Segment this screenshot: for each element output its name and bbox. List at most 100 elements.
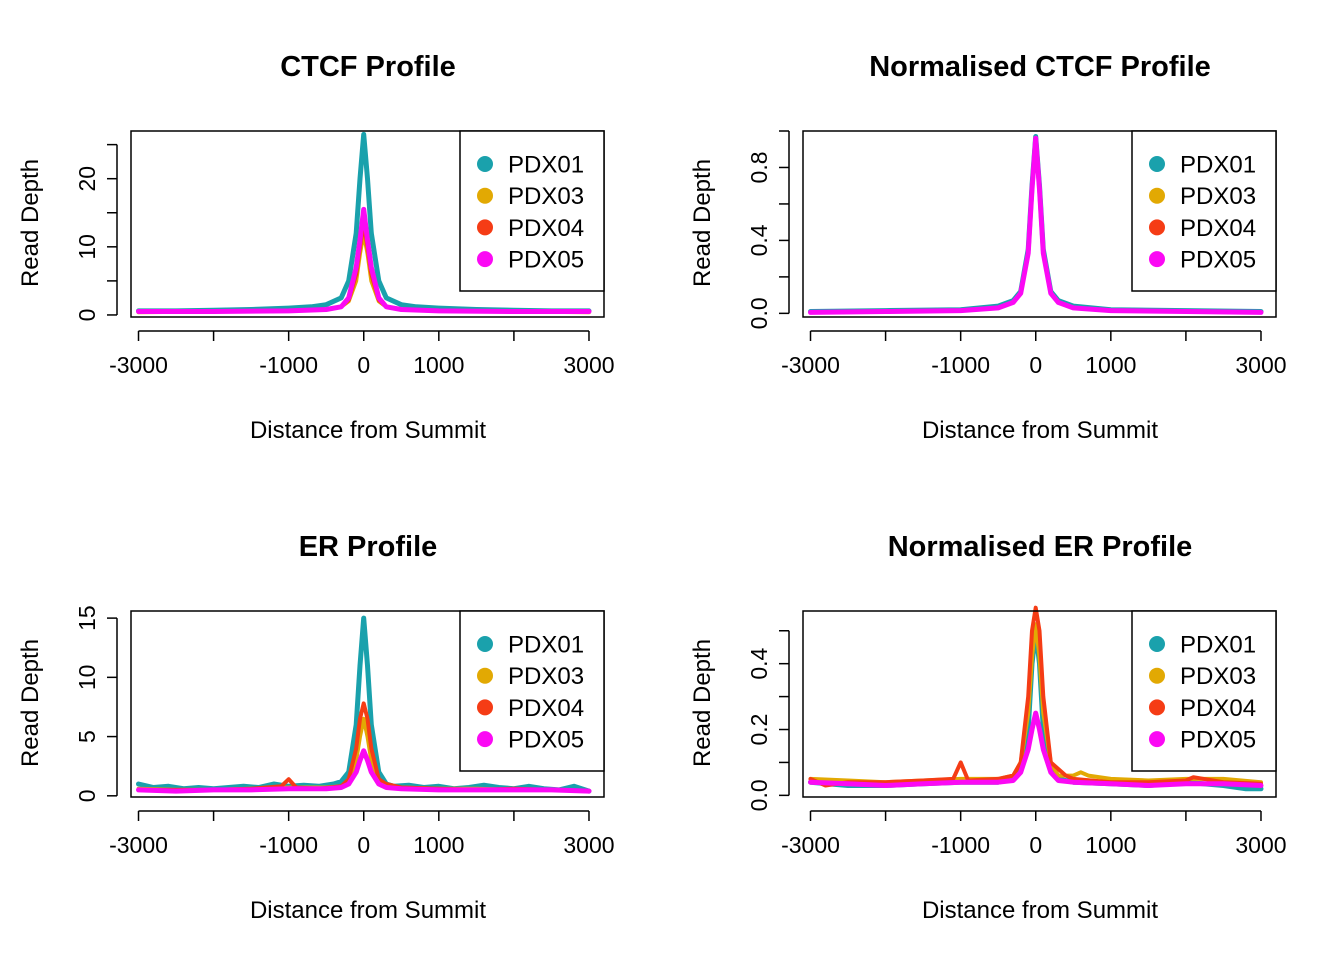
x-tick-label: -1000 xyxy=(259,352,318,378)
x-tick-label: -3000 xyxy=(781,352,840,378)
legend-label: PDX04 xyxy=(1180,215,1256,242)
panel-normalised-er-profile: Normalised ER Profile Distance from Summ… xyxy=(689,531,1287,924)
series-lines xyxy=(136,615,592,794)
series-line-pdx04 xyxy=(808,605,1263,788)
y-axis-label: Read Depth xyxy=(17,159,44,287)
x-axis-label: Distance from Summit xyxy=(250,897,486,924)
y-axis xyxy=(107,143,118,316)
x-tick-label: 3000 xyxy=(563,352,614,378)
y-axis-label: Read Depth xyxy=(689,639,716,767)
legend-label: PDX01 xyxy=(1180,632,1256,659)
y-tick-label: 0.0 xyxy=(746,297,772,329)
legend-marker-pdx01 xyxy=(1149,636,1165,652)
y-axis xyxy=(779,630,790,797)
y-tick-label: 5 xyxy=(74,730,100,743)
x-tick-label: 0 xyxy=(1029,832,1042,858)
legend-label: PDX01 xyxy=(1180,152,1256,179)
x-tick-label: -1000 xyxy=(931,352,990,378)
y-tick-label: 0.8 xyxy=(746,151,772,183)
x-tick-label: 1000 xyxy=(413,352,464,378)
y-tick-label: 0.2 xyxy=(746,714,772,746)
y-axis-label: Read Depth xyxy=(689,159,716,287)
x-axis xyxy=(137,330,590,341)
y-tick-label: 20 xyxy=(74,166,100,192)
legend-label: PDX03 xyxy=(1180,183,1256,210)
y-tick-label: 0 xyxy=(74,309,100,322)
x-tick-labels: -3000 -1000 0 1000 3000 xyxy=(109,352,614,378)
x-tick-label: -3000 xyxy=(109,832,168,858)
y-tick-label: 0.4 xyxy=(746,224,772,256)
legend-marker-pdx05 xyxy=(477,251,493,268)
legend-marker-pdx05 xyxy=(1149,731,1165,748)
legend-label: PDX04 xyxy=(508,215,584,242)
x-tick-label: -3000 xyxy=(781,832,840,858)
y-tick-labels: 0 10 20 xyxy=(74,166,100,321)
legend-label: PDX05 xyxy=(1180,247,1256,274)
y-tick-label: 0 xyxy=(74,789,100,802)
panel-normalised-ctcf-profile: Normalised CTCF Profile Distance from Su… xyxy=(689,51,1287,444)
series-line-pdx05 xyxy=(136,748,592,794)
legend-marker-pdx04 xyxy=(1149,699,1165,716)
x-tick-labels: -3000 -1000 0 1000 3000 xyxy=(781,352,1286,378)
x-axis xyxy=(809,330,1262,341)
x-tick-label: 1000 xyxy=(1085,832,1136,858)
legend-marker-pdx04 xyxy=(477,699,493,716)
legend-marker-pdx03 xyxy=(477,667,493,684)
legend-label: PDX03 xyxy=(508,183,584,210)
legend: PDX01 PDX03 PDX04 PDX05 xyxy=(1131,130,1277,292)
legend-marker-pdx01 xyxy=(477,156,493,172)
x-tick-label: -1000 xyxy=(931,832,990,858)
legend: PDX01 PDX03 PDX04 PDX05 xyxy=(459,610,605,772)
legend-label: PDX04 xyxy=(1180,695,1256,722)
y-tick-label: 0.4 xyxy=(746,647,772,679)
x-axis-label: Distance from Summit xyxy=(250,417,486,444)
y-tick-label: 10 xyxy=(74,665,100,691)
x-tick-label: 3000 xyxy=(1235,352,1286,378)
x-tick-label: 0 xyxy=(357,352,370,378)
y-tick-labels: 0.0 0.2 0.4 xyxy=(746,647,772,811)
x-tick-label: 3000 xyxy=(1235,832,1286,858)
x-tick-label: 0 xyxy=(1029,352,1042,378)
x-tick-label: 0 xyxy=(357,832,370,858)
legend-marker-pdx01 xyxy=(1149,156,1165,172)
x-tick-label: 3000 xyxy=(563,832,614,858)
legend-marker-pdx04 xyxy=(477,219,493,236)
legend-marker-pdx01 xyxy=(477,636,493,652)
x-axis-label: Distance from Summit xyxy=(922,897,1158,924)
legend-label: PDX01 xyxy=(508,632,584,659)
series-line-pdx05 xyxy=(808,710,1264,788)
series-line-pdx05 xyxy=(136,206,592,314)
series-lines xyxy=(808,605,1264,792)
legend: PDX01 PDX03 PDX04 PDX05 xyxy=(1131,610,1277,772)
legend-label: PDX03 xyxy=(508,663,584,690)
series-lines xyxy=(808,134,1264,315)
y-tick-label: 15 xyxy=(74,605,100,631)
x-tick-label: 1000 xyxy=(1085,352,1136,378)
legend-label: PDX04 xyxy=(508,695,584,722)
y-tick-labels: 0 5 10 15 xyxy=(74,605,100,802)
x-tick-label: -1000 xyxy=(259,832,318,858)
panel-title: Normalised ER Profile xyxy=(888,531,1193,563)
panel-er-profile: ER Profile Distance from Summit Read Dep… xyxy=(17,531,615,924)
y-axis-label: Read Depth xyxy=(17,639,44,767)
y-tick-label: 10 xyxy=(74,234,100,260)
legend-marker-pdx03 xyxy=(477,187,493,204)
x-axis xyxy=(137,810,590,821)
legend-marker-pdx03 xyxy=(1149,667,1165,684)
x-axis-label: Distance from Summit xyxy=(922,417,1158,444)
panel-title: ER Profile xyxy=(299,531,438,563)
y-axis xyxy=(779,130,790,315)
legend-label: PDX05 xyxy=(1180,727,1256,754)
legend-label: PDX03 xyxy=(1180,663,1256,690)
legend-marker-pdx04 xyxy=(1149,219,1165,236)
panel-title: Normalised CTCF Profile xyxy=(869,51,1211,83)
y-tick-labels: 0.0 0.4 0.8 xyxy=(746,151,772,329)
legend: PDX01 PDX03 PDX04 PDX05 xyxy=(459,130,605,292)
legend-label: PDX01 xyxy=(508,152,584,179)
x-tick-labels: -3000 -1000 0 1000 3000 xyxy=(781,832,1286,858)
panel-title: CTCF Profile xyxy=(280,51,456,83)
panel-ctcf-profile: CTCF Profile Distance from Summit Read D… xyxy=(17,51,615,444)
x-tick-label: -3000 xyxy=(109,352,168,378)
series-line-pdx05 xyxy=(808,135,1264,315)
